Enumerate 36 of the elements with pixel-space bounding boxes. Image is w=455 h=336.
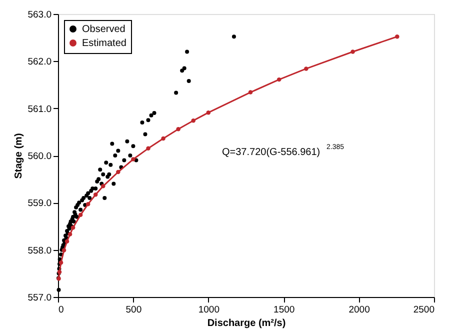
x-tick-label: 2000 (348, 304, 370, 316)
y-axis-title: Stage (m) (14, 133, 25, 179)
x-tick-label: 1000 (198, 304, 220, 316)
point (78, 212, 83, 218)
point (350, 50, 355, 54)
point (146, 146, 150, 151)
x-tick-label: 500 (126, 304, 142, 316)
y-tick-label: 559.0 (28, 198, 52, 210)
point (93, 192, 98, 197)
point (131, 157, 136, 162)
point (395, 34, 400, 39)
point (64, 239, 70, 244)
point (276, 77, 282, 82)
y-tick-label: 558.0 (28, 245, 52, 256)
legend-label: Observed (82, 24, 126, 35)
x-tick-label: 1500 (274, 304, 295, 316)
point (86, 202, 90, 206)
x-axis-title: Discharge (m²/s) (207, 318, 286, 329)
point (161, 136, 166, 141)
x-tick-label: 0 (58, 304, 64, 316)
point (62, 248, 66, 252)
point (304, 66, 308, 71)
point (101, 184, 106, 188)
point (206, 110, 211, 115)
y-tick-label: 563.0 (28, 10, 52, 20)
legend-label: Estimated (82, 38, 126, 49)
x-tick-label: 2500 (413, 304, 434, 316)
y-tick-label: 561.0 (28, 104, 52, 115)
y-tick-label: 557.0 (28, 292, 52, 304)
point (176, 126, 180, 132)
point (68, 232, 72, 236)
y-tick-label: 560.0 (28, 151, 52, 162)
point (116, 170, 120, 174)
point (248, 90, 253, 94)
y-tick-label: 562.0 (28, 56, 52, 68)
point (191, 118, 196, 123)
